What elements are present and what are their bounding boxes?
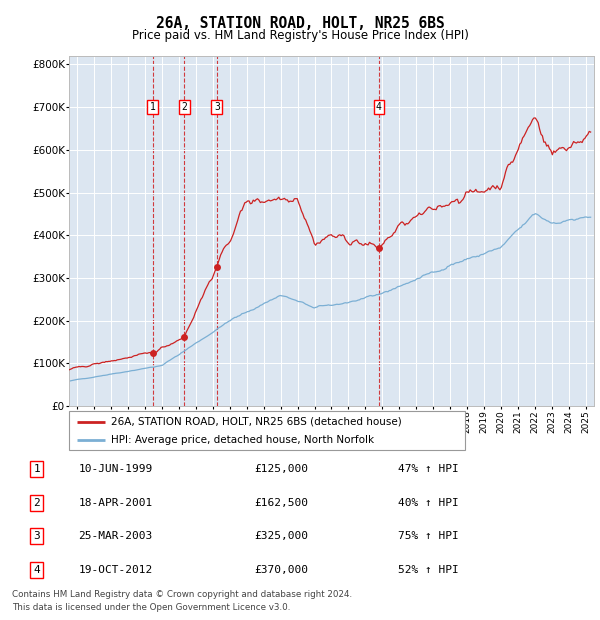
Text: 3: 3 [34, 531, 40, 541]
Text: 18-APR-2001: 18-APR-2001 [78, 498, 152, 508]
Text: 4: 4 [34, 565, 40, 575]
Text: 26A, STATION ROAD, HOLT, NR25 6BS (detached house): 26A, STATION ROAD, HOLT, NR25 6BS (detac… [110, 417, 401, 427]
Text: 1: 1 [34, 464, 40, 474]
Text: 47% ↑ HPI: 47% ↑ HPI [398, 464, 458, 474]
Text: £370,000: £370,000 [254, 565, 308, 575]
Text: This data is licensed under the Open Government Licence v3.0.: This data is licensed under the Open Gov… [12, 603, 290, 613]
Text: 1: 1 [150, 102, 155, 112]
Text: 26A, STATION ROAD, HOLT, NR25 6BS: 26A, STATION ROAD, HOLT, NR25 6BS [155, 16, 445, 31]
Text: 4: 4 [376, 102, 382, 112]
Text: 75% ↑ HPI: 75% ↑ HPI [398, 531, 458, 541]
Text: HPI: Average price, detached house, North Norfolk: HPI: Average price, detached house, Nort… [110, 435, 374, 445]
Text: 25-MAR-2003: 25-MAR-2003 [78, 531, 152, 541]
Text: £325,000: £325,000 [254, 531, 308, 541]
Text: 40% ↑ HPI: 40% ↑ HPI [398, 498, 458, 508]
Text: Contains HM Land Registry data © Crown copyright and database right 2024.: Contains HM Land Registry data © Crown c… [12, 590, 352, 599]
Text: Price paid vs. HM Land Registry's House Price Index (HPI): Price paid vs. HM Land Registry's House … [131, 29, 469, 42]
Text: 3: 3 [214, 102, 220, 112]
Text: 52% ↑ HPI: 52% ↑ HPI [398, 565, 458, 575]
Text: £162,500: £162,500 [254, 498, 308, 508]
Text: 10-JUN-1999: 10-JUN-1999 [78, 464, 152, 474]
Text: £125,000: £125,000 [254, 464, 308, 474]
Text: 2: 2 [34, 498, 40, 508]
Text: 19-OCT-2012: 19-OCT-2012 [78, 565, 152, 575]
Text: 2: 2 [181, 102, 187, 112]
